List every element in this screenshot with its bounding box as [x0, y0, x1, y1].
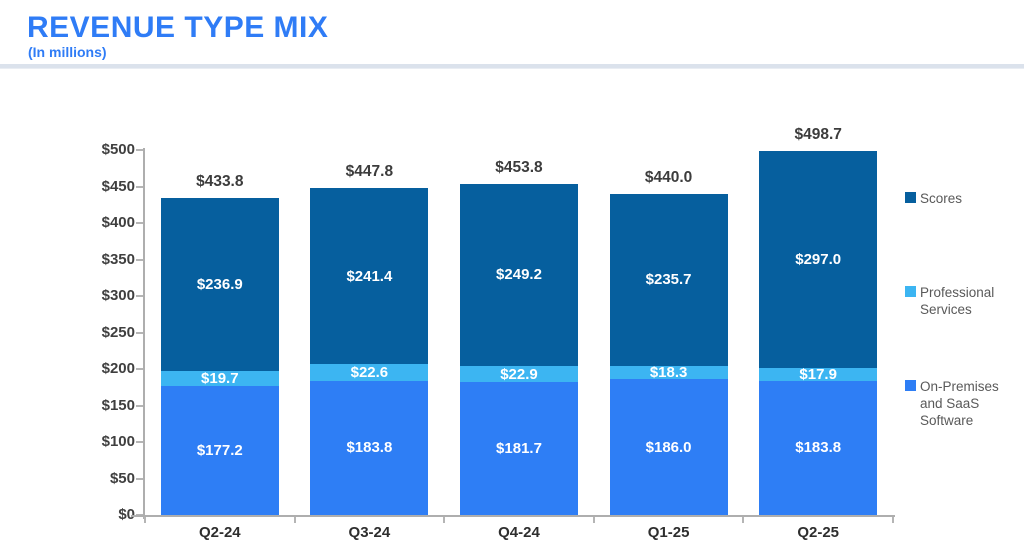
segment-value-label: $18.3: [649, 364, 688, 382]
bar-total-label: $447.8: [345, 163, 394, 181]
bar-total-label: $433.8: [196, 173, 244, 191]
legend-swatch-professional-services: [905, 286, 916, 297]
legend-label: Scores: [920, 191, 963, 206]
y-axis-tick-label: $0: [118, 506, 135, 523]
bar-segment-on-premises-and-saas-software: $177.2: [160, 385, 279, 515]
legend-item-scores: Scores: [905, 190, 1017, 207]
x-axis-line: [131, 515, 895, 517]
y-axis-tick: [136, 404, 143, 407]
segment-value-label: $241.4: [346, 267, 393, 285]
bar-segment-scores: $249.2: [460, 183, 578, 366]
segment-value-label: $19.7: [201, 369, 239, 387]
bar-segment-professional-services: $22.9: [460, 366, 578, 383]
bar-segment-scores: $297.0: [759, 150, 878, 368]
x-axis-tick: [742, 517, 745, 523]
bar-segment-professional-services: $18.3: [609, 364, 728, 382]
legend-swatch-scores: [905, 192, 916, 203]
bar-segment-professional-services: $19.7: [160, 369, 279, 387]
segment-value-label: $183.8: [346, 439, 393, 457]
page-title: REVENUE TYPE MIX: [27, 11, 329, 44]
y-axis-tick: [136, 258, 143, 261]
header-divider: [0, 64, 1024, 69]
segment-value-label: $22.9: [500, 365, 538, 383]
x-axis-category-label: Q2-25: [797, 524, 840, 541]
legend-item-professional-services: Professional Services: [905, 284, 1017, 318]
legend-swatch-on-premises-saas: [905, 380, 916, 391]
segment-value-label: $183.8: [795, 439, 842, 457]
y-axis-tick: [136, 149, 143, 151]
segment-value-label: $249.2: [496, 266, 542, 284]
segment-value-label: $235.7: [645, 271, 692, 289]
y-axis-tick: [136, 331, 143, 334]
bar-total-label: $498.7: [794, 125, 842, 143]
y-axis-tick: [136, 222, 143, 224]
y-axis-tick-label: $400: [101, 214, 135, 231]
segment-value-label: $181.7: [496, 440, 542, 458]
bar-segment-on-premises-and-saas-software: $181.7: [460, 382, 578, 515]
y-axis-tick-label: $200: [101, 360, 135, 377]
segment-value-label: $17.9: [799, 365, 837, 383]
x-axis-tick: [293, 517, 296, 523]
x-axis-category-label: Q4-24: [498, 524, 540, 541]
y-axis-tick-label: $250: [101, 323, 135, 341]
segment-value-label: $22.6: [350, 364, 389, 382]
x-axis-tick: [443, 517, 446, 523]
bar-segment-on-premises-and-saas-software: $183.8: [310, 380, 429, 515]
bar-total-label: $453.8: [495, 158, 543, 176]
y-axis-tick: [136, 368, 143, 370]
segment-value-label: $186.0: [645, 438, 692, 456]
segment-value-label: $297.0: [795, 250, 842, 268]
y-axis-tick-label: $500: [101, 141, 135, 158]
y-axis-tick-label: $50: [109, 469, 135, 487]
x-axis-tick: [892, 517, 894, 523]
y-axis-tick: [136, 441, 143, 443]
y-axis-tick-label: $350: [101, 250, 135, 268]
segment-value-label: $177.2: [196, 441, 243, 459]
y-axis-tick: [136, 477, 143, 480]
y-axis-tick-label: $100: [101, 433, 135, 450]
bar-total-label: $440.0: [644, 168, 693, 186]
segment-value-label: $236.9: [196, 276, 243, 294]
bar-segment-scores: $236.9: [160, 198, 279, 372]
y-axis-tick-label: $300: [101, 287, 135, 304]
y-axis-tick: [136, 295, 143, 297]
x-axis-category-label: Q2-24: [198, 524, 241, 541]
y-axis-tick-label: $450: [101, 177, 135, 195]
bar-segment-scores: $235.7: [609, 193, 728, 366]
y-axis-line: [143, 148, 145, 519]
y-axis-tick: [136, 185, 143, 188]
bar-segment-on-premises-and-saas-software: $186.0: [609, 379, 728, 515]
bar-segment-on-premises-and-saas-software: $183.8: [759, 380, 878, 515]
legend-label: On-Premises and SaaS Software: [920, 379, 999, 428]
page-subtitle: (In millions): [28, 44, 107, 60]
y-axis-tick-label: $150: [101, 396, 135, 414]
bar-segment-scores: $241.4: [310, 188, 429, 365]
legend-item-on-premises-saas: On-Premises and SaaS Software: [905, 378, 1017, 429]
bar-segment-professional-services: $22.6: [310, 364, 429, 382]
legend-label: Professional Services: [920, 285, 995, 317]
x-axis-category-label: Q1-25: [647, 524, 690, 541]
x-axis-category-label: Q3-24: [348, 524, 391, 541]
x-axis-tick: [592, 517, 595, 523]
x-axis-tick: [144, 517, 146, 523]
bar-segment-professional-services: $17.9: [759, 365, 878, 383]
chart-legend: Scores Professional Services On-Premises…: [905, 190, 1017, 429]
